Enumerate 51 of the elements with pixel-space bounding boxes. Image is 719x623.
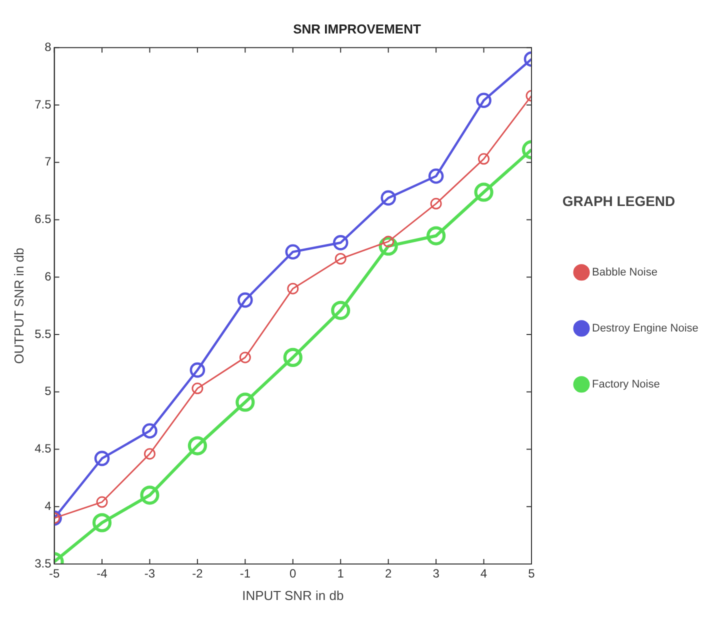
point <box>238 292 253 308</box>
chart-title: SNR IMPROVEMENT <box>293 21 421 36</box>
point <box>283 348 302 367</box>
point <box>430 198 442 210</box>
y-tick-label: 5.5 <box>34 326 52 341</box>
legend-title: GRAPH LEGEND <box>562 192 676 209</box>
point <box>474 182 494 202</box>
legend-label: Destroy Engine Noise <box>592 322 698 334</box>
point <box>476 92 492 108</box>
point <box>92 513 112 532</box>
point <box>190 362 206 378</box>
y-tick-label: 7.5 <box>34 97 52 112</box>
point <box>428 168 444 184</box>
legend-label: Babble Noise <box>592 266 658 278</box>
y-axis-title: OUTPUT SNR in db <box>11 248 26 364</box>
y-tick-label: 4.5 <box>34 442 52 456</box>
point <box>142 423 158 439</box>
x-tick-label: 4 <box>480 566 488 581</box>
point <box>96 496 108 508</box>
point <box>380 190 396 206</box>
point <box>236 392 255 412</box>
x-tick-label: 2 <box>384 566 392 581</box>
y-tick-label: 6.5 <box>34 212 52 226</box>
legend-label: Factory Noise <box>592 378 660 390</box>
x-tick-label: -4 <box>96 566 108 581</box>
x-tick-label: -1 <box>240 566 251 581</box>
point <box>144 448 156 460</box>
point <box>285 244 301 260</box>
x-axis-title: INPUT SNR in db <box>242 588 344 603</box>
point <box>287 282 299 294</box>
y-tick-label: 4 <box>44 498 52 513</box>
point <box>334 253 346 264</box>
y-tick-label: 7 <box>44 154 52 169</box>
point <box>239 352 251 364</box>
y-tick-label: 8 <box>44 40 52 54</box>
point <box>426 226 446 246</box>
point <box>331 300 350 320</box>
point <box>140 486 160 505</box>
y-tick-label: 5 <box>44 384 52 398</box>
point <box>332 235 348 250</box>
x-tick-label: 5 <box>528 566 536 581</box>
x-tick-label: 1 <box>337 566 344 581</box>
point <box>94 450 110 466</box>
x-tick-label: -2 <box>192 566 204 581</box>
x-tick-label: -3 <box>144 566 156 581</box>
x-tick-label: 0 <box>290 566 297 581</box>
point <box>188 436 207 456</box>
point <box>478 153 490 165</box>
point <box>192 382 204 394</box>
x-tick-label: 3 <box>432 566 440 581</box>
y-tick-label: 6 <box>44 269 52 284</box>
